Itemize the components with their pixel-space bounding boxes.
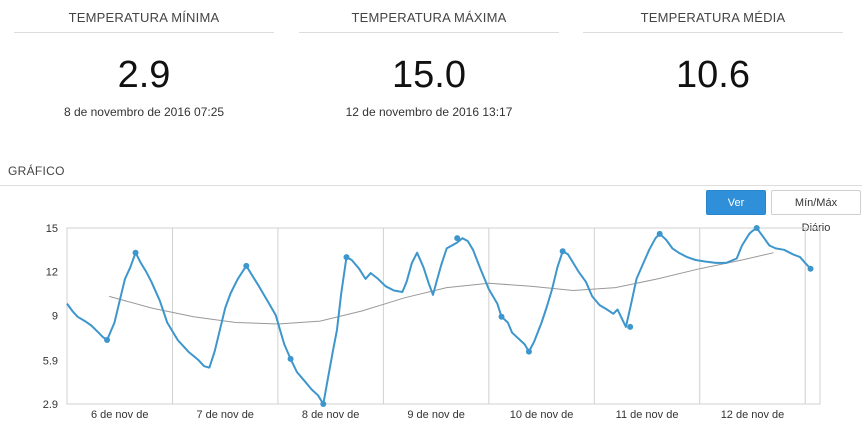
plot-area	[66, 227, 821, 405]
data-point	[525, 348, 532, 355]
stat-avg-title: TEMPERATURA MÉDIA	[640, 10, 786, 25]
data-point	[498, 313, 505, 320]
data-point	[656, 230, 663, 237]
y-tick-label: 5.9	[43, 355, 58, 367]
data-point	[132, 249, 139, 256]
stat-min-date: 8 de novembro de 2016 07:25	[63, 105, 225, 119]
stat-min-temp: TEMPERATURA MÍNIMA 2.9 8 de novembro de …	[14, 0, 274, 119]
y-tick-label: 9	[52, 310, 58, 322]
y-tick-label: 15	[46, 223, 58, 235]
data-point	[287, 355, 294, 362]
stat-max-divider	[299, 32, 559, 33]
stat-max-title: TEMPERATURA MÁXIMA	[351, 10, 507, 25]
stat-avg-temp: TEMPERATURA MÉDIA 10.6	[583, 0, 843, 97]
y-tick-label: 2.9	[43, 399, 58, 411]
section-divider	[0, 185, 862, 186]
x-tick-label: 9 de nov de	[407, 409, 465, 421]
x-tick-label: 7 de nov de	[196, 409, 254, 421]
data-point	[243, 262, 250, 269]
data-point	[559, 248, 566, 255]
min-max-diario-button[interactable]: Mín/Máx Diário	[771, 190, 861, 234]
stat-avg-value: 10.6	[676, 54, 750, 96]
x-tick-label: 8 de nov de	[302, 409, 360, 421]
data-point	[807, 265, 814, 272]
ver-tudo-button[interactable]: Ver Tudo	[706, 190, 766, 234]
x-tick-label: 11 de nov de	[616, 409, 679, 421]
stat-avg-divider	[583, 32, 843, 33]
data-point	[104, 337, 111, 343]
stat-min-value: 2.9	[117, 54, 171, 96]
x-tick-label: 10 de nov de	[510, 409, 574, 421]
stat-max-temp: TEMPERATURA MÁXIMA 15.0 12 de novembro d…	[299, 0, 559, 119]
temperature-chart: 2.9 5.9 9 12 15 6 de nov de 7 de nov de 8 de no…	[43, 223, 821, 421]
data-point	[454, 235, 461, 242]
stat-max-value: 15.0	[392, 54, 466, 96]
stat-min-divider	[14, 32, 274, 33]
temperature-line	[66, 227, 812, 405]
data-point	[753, 225, 760, 231]
stat-max-date: 12 de novembro de 2016 13:17	[345, 105, 513, 119]
section-title: GRÁFICO	[8, 164, 65, 178]
data-point	[627, 323, 634, 330]
x-tick-label: 6 de nov de	[91, 409, 149, 421]
data-point	[320, 401, 327, 407]
x-tick-label: 12 de nov de	[721, 409, 785, 421]
y-tick-label: 12	[46, 267, 58, 279]
stat-min-title: TEMPERATURA MÍNIMA	[68, 10, 220, 25]
data-point	[343, 254, 350, 261]
